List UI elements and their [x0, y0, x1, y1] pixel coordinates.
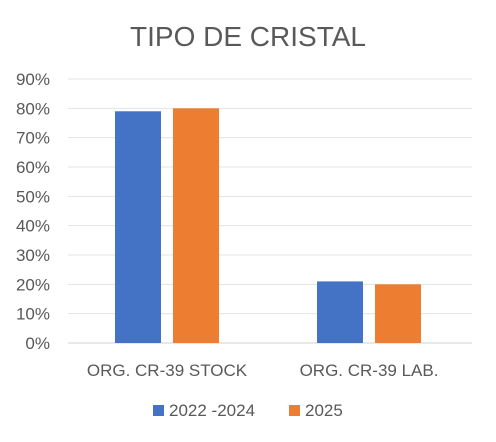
- legend-swatch: [289, 405, 300, 416]
- y-axis-ticks: 0% 10% 20% 30% 40% 50% 60% 70% 80% 90%: [16, 70, 50, 353]
- y-tick-label: 50%: [16, 187, 50, 206]
- y-tick-label: 20%: [16, 275, 50, 294]
- y-tick-label: 70%: [16, 129, 50, 148]
- y-tick-label: 40%: [16, 217, 50, 236]
- bar-series-2-1: [173, 108, 219, 343]
- bar-series-2-2: [375, 284, 421, 343]
- x-tick-label: ORG. CR-39 LAB.: [300, 361, 439, 380]
- legend: 2022 -2024 2025: [153, 401, 343, 420]
- y-tick-label: 80%: [16, 99, 50, 118]
- bars: [115, 108, 421, 344]
- x-axis-ticks: ORG. CR-39 STOCK ORG. CR-39 LAB.: [87, 361, 439, 380]
- y-tick-label: 0%: [25, 334, 50, 353]
- bar-series-1-1: [115, 111, 161, 344]
- y-tick-label: 30%: [16, 246, 50, 265]
- x-tick-label: ORG. CR-39 STOCK: [87, 361, 248, 380]
- legend-label: 2025: [305, 401, 343, 420]
- legend-label: 2022 -2024: [169, 401, 255, 420]
- y-tick-label: 60%: [16, 158, 50, 177]
- legend-swatch: [153, 405, 164, 416]
- chart-title: TIPO DE CRISTAL: [130, 21, 366, 52]
- y-tick-label: 90%: [16, 70, 50, 89]
- y-tick-label: 10%: [16, 305, 50, 324]
- bar-series-1-2: [317, 281, 363, 343]
